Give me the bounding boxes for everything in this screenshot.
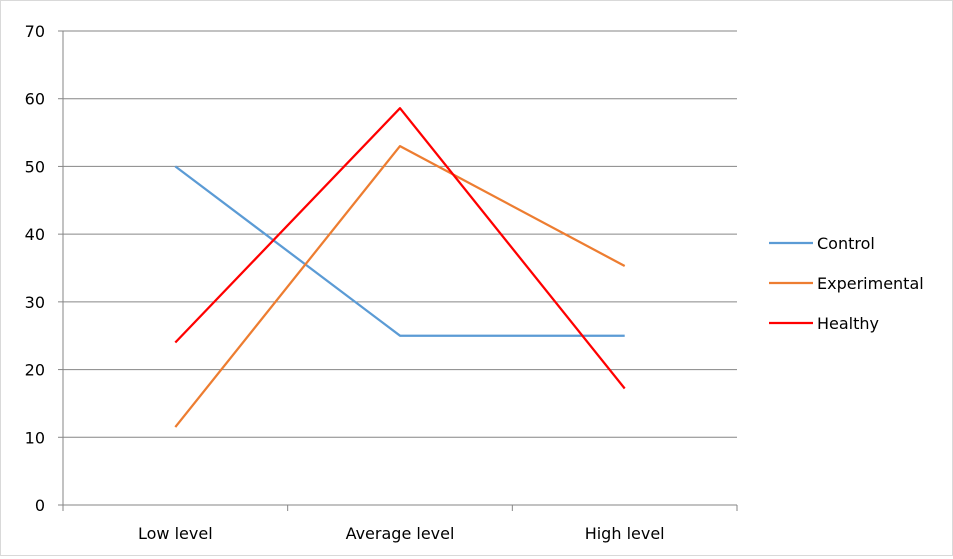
y-tick-label: 20 xyxy=(25,361,45,380)
series-line-control xyxy=(174,165,625,337)
y-tick-label: 30 xyxy=(25,293,45,312)
series-line-healthy xyxy=(174,107,626,390)
legend-label-healthy: Healthy xyxy=(817,314,879,333)
x-tick-label: High level xyxy=(585,524,665,543)
y-tick-label: 10 xyxy=(25,428,45,447)
y-tick-labels: 0 10 20 30 40 50 60 70 xyxy=(25,22,45,515)
y-tick-label: 40 xyxy=(25,225,45,244)
gridlines xyxy=(58,30,737,506)
axes xyxy=(62,31,738,511)
y-tick-label: 60 xyxy=(25,90,45,109)
y-tick-label: 70 xyxy=(25,22,45,41)
y-tick-label: 0 xyxy=(35,496,45,515)
series-line-experimental xyxy=(174,144,626,428)
x-tick-label: Average level xyxy=(346,524,455,543)
series-lines xyxy=(174,107,626,428)
legend-label-control: Control xyxy=(817,234,875,253)
y-tick-label: 50 xyxy=(25,157,45,176)
legend: Control Experimental Healthy xyxy=(769,234,924,333)
legend-label-experimental: Experimental xyxy=(817,274,924,293)
x-tick-label: Low level xyxy=(138,524,213,543)
x-tick-labels: Low level Average level High level xyxy=(138,524,665,543)
